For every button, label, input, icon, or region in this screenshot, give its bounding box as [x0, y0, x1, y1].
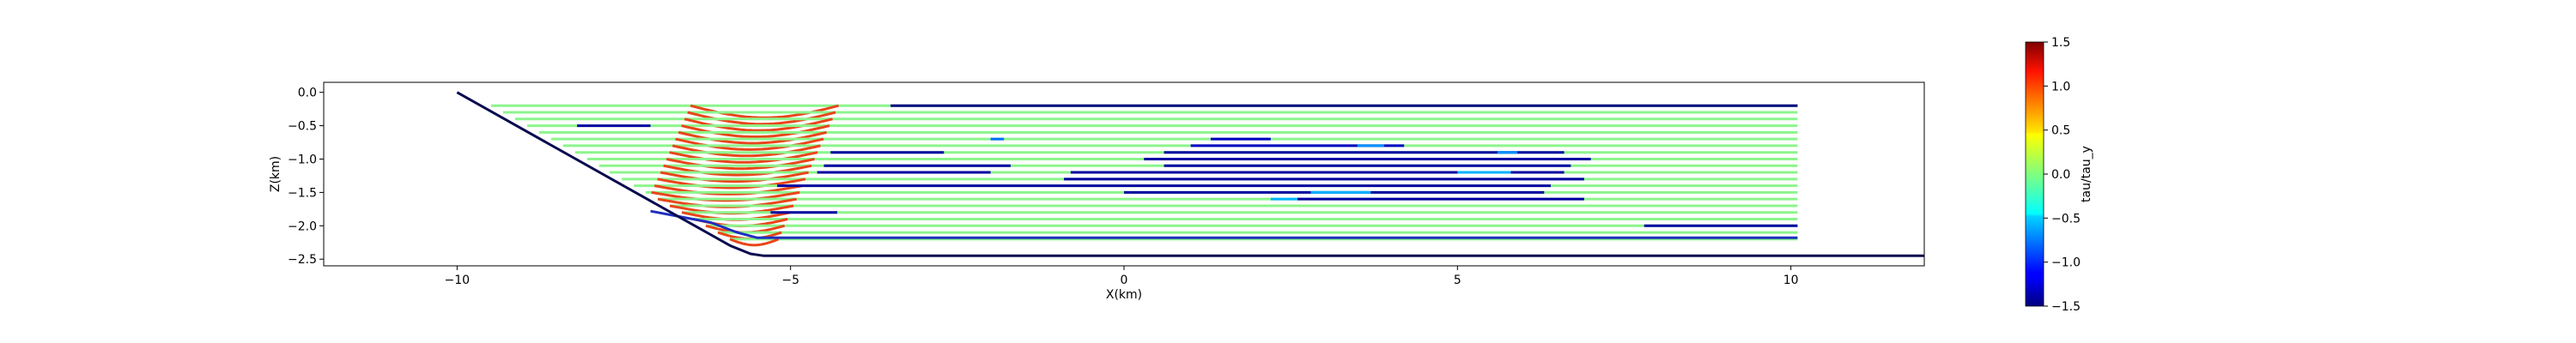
y-axis: 0.0 −0.5 −1.0 −1.5 −2.0 −2.5 — [288, 87, 324, 267]
colorbar-tick-label: 0.0 — [2051, 168, 2070, 182]
x-tick-label: 0 — [1121, 274, 1128, 287]
x-tick-label: 10 — [1783, 274, 1799, 287]
colorbar-gradient — [2025, 41, 2044, 307]
plot-area — [323, 81, 1925, 267]
y-tick-label: −1.0 — [288, 153, 317, 166]
yield-arc — [653, 184, 803, 196]
yield-arc — [651, 190, 800, 202]
yield-arc — [665, 158, 815, 171]
yield-arc — [671, 144, 821, 158]
streamlines — [490, 104, 1798, 247]
upper-interface — [650, 209, 1798, 239]
x-tick-label: −10 — [445, 274, 471, 287]
yield-arc — [729, 238, 780, 247]
colorbar-tick-label: −1.5 — [2051, 300, 2081, 314]
y-axis-label: Z(km) — [269, 156, 283, 192]
y-tick-label: −2.0 — [288, 220, 317, 233]
x-tick-label: −5 — [781, 274, 799, 287]
colorbar-ticks: 1.5 1.0 0.5 0.0 −0.5 −1.0 −1.5 — [2044, 36, 2081, 314]
yield-arc — [675, 137, 824, 151]
y-tick-label: −2.5 — [288, 253, 317, 267]
yield-arc — [663, 164, 812, 177]
colorbar-label: tau/tau_y — [2080, 146, 2093, 202]
yield-arc — [657, 178, 806, 190]
x-axis-label: X(km) — [1106, 288, 1142, 302]
colorbar-tick-label: −1.0 — [2051, 256, 2081, 270]
interface-layer — [650, 209, 1798, 239]
x-axis: −10 −5 0 5 10 — [445, 266, 1799, 287]
boundary-layer — [456, 91, 1924, 257]
colorbar-tick-label: 1.0 — [2051, 80, 2070, 93]
yield-arc — [659, 171, 809, 184]
colorbar-tick-label: −0.5 — [2051, 212, 2081, 226]
basal-boundary — [456, 91, 1924, 257]
y-tick-label: −0.5 — [288, 120, 317, 134]
colorbar-tick-label: 0.5 — [2051, 124, 2070, 138]
stress-segments — [577, 104, 1798, 227]
yield-arc — [669, 151, 818, 164]
colorbar: 1.5 1.0 0.5 0.0 −0.5 −1.0 −1.5 tau/tau_y — [2025, 36, 2093, 314]
x-tick-label: 5 — [1454, 274, 1461, 287]
y-tick-label: −1.5 — [288, 186, 317, 200]
y-tick-label: 0.0 — [298, 87, 317, 100]
colorbar-tick-label: 1.5 — [2051, 36, 2070, 50]
